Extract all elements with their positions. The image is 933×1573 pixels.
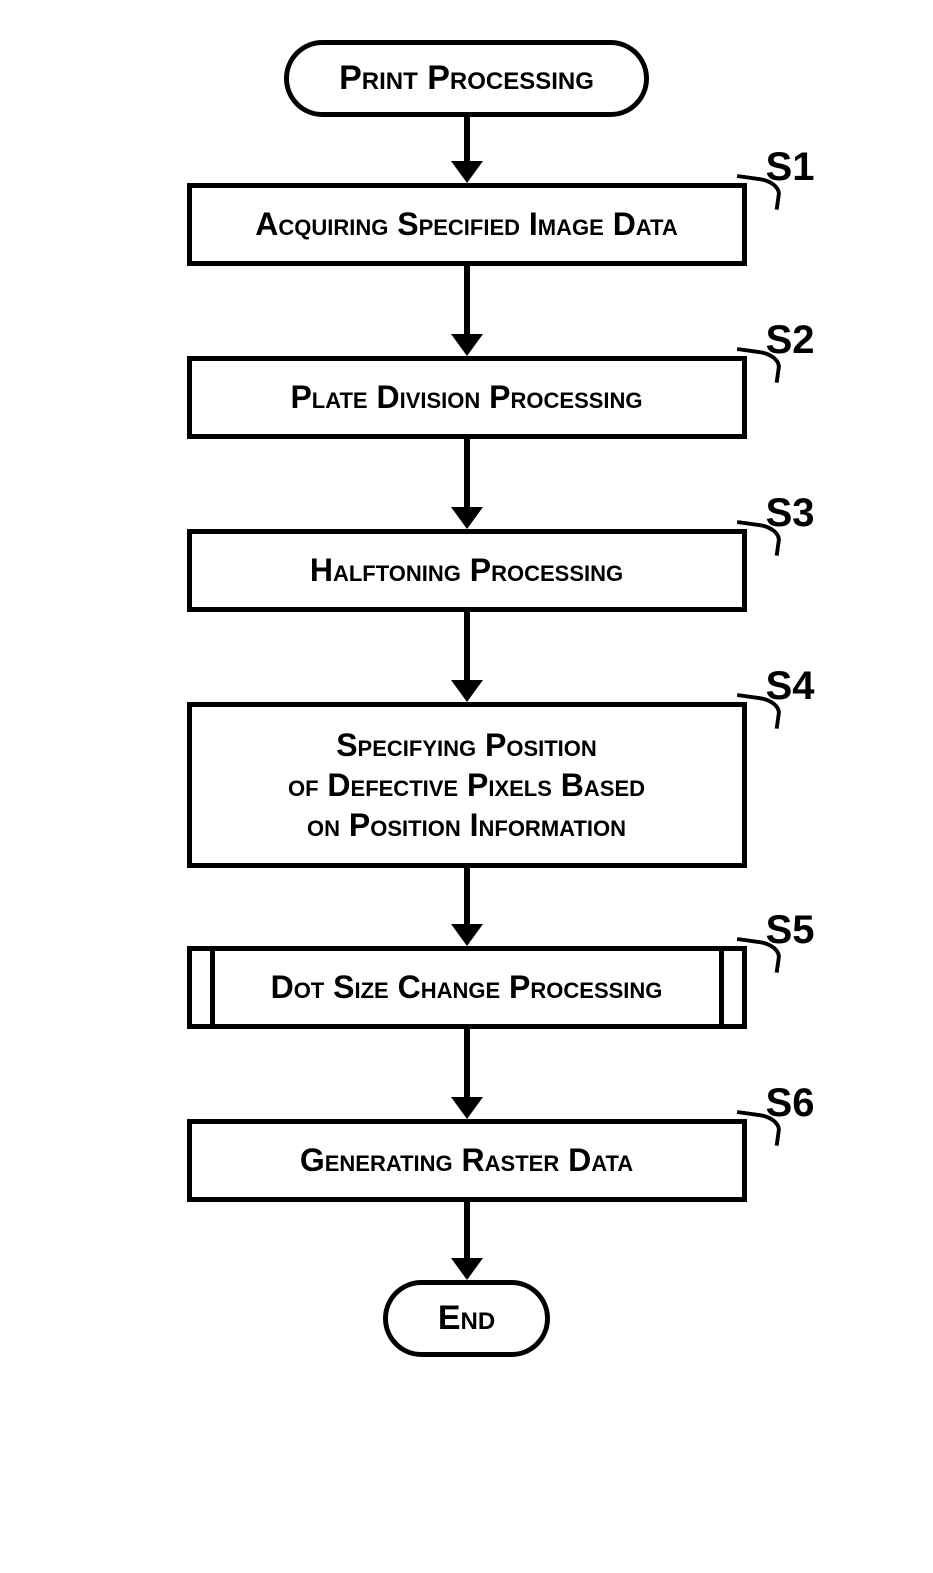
label-s5: S5 bbox=[766, 908, 815, 953]
arrow-head-icon bbox=[451, 680, 483, 702]
arrow-s2-s3 bbox=[451, 439, 483, 529]
process-s2: Plate Division Processing bbox=[187, 356, 747, 439]
step-s3: Halftoning Processing S3 bbox=[187, 529, 747, 612]
label-s4: S4 bbox=[766, 664, 815, 709]
arrow-shaft bbox=[464, 266, 470, 334]
arrow-shaft bbox=[464, 1029, 470, 1097]
arrow-head-icon bbox=[451, 1097, 483, 1119]
step-s1: Acquiring Specified Image Data S1 bbox=[187, 183, 747, 266]
arrow-s3-s4 bbox=[451, 612, 483, 702]
arrow-shaft bbox=[464, 439, 470, 507]
process-s4-text: Specifying Position of Defective Pixels … bbox=[288, 725, 645, 845]
terminal-end: End bbox=[383, 1280, 550, 1357]
label-s6: S6 bbox=[766, 1081, 815, 1126]
arrow-s5-s6 bbox=[451, 1029, 483, 1119]
process-s4: Specifying Position of Defective Pixels … bbox=[187, 702, 747, 868]
subprocess-s5: Dot Size Change Processing bbox=[187, 946, 747, 1029]
label-s2: S2 bbox=[766, 318, 815, 363]
arrow-shaft bbox=[464, 612, 470, 680]
label-s1: S1 bbox=[766, 145, 815, 190]
step-s2: Plate Division Processing S2 bbox=[187, 356, 747, 439]
arrow-head-icon bbox=[451, 507, 483, 529]
arrow-head-icon bbox=[451, 334, 483, 356]
flowchart-container: Print Processing Acquiring Specified Ima… bbox=[187, 40, 747, 1357]
arrow-shaft bbox=[464, 117, 470, 161]
step-s6: Generating Raster Data S6 bbox=[187, 1119, 747, 1202]
process-s6: Generating Raster Data bbox=[187, 1119, 747, 1202]
label-s3: S3 bbox=[766, 491, 815, 536]
terminal-start: Print Processing bbox=[284, 40, 649, 117]
step-s5: Dot Size Change Processing S5 bbox=[187, 946, 747, 1029]
arrow-head-icon bbox=[451, 1258, 483, 1280]
arrow-shaft bbox=[464, 1202, 470, 1258]
arrow-s4-s5 bbox=[451, 868, 483, 946]
arrow-s6-end bbox=[451, 1202, 483, 1280]
arrow-head-icon bbox=[451, 161, 483, 183]
step-s4: Specifying Position of Defective Pixels … bbox=[187, 702, 747, 868]
process-s1: Acquiring Specified Image Data bbox=[187, 183, 747, 266]
arrow-head-icon bbox=[451, 924, 483, 946]
process-s3: Halftoning Processing bbox=[187, 529, 747, 612]
arrow-shaft bbox=[464, 868, 470, 924]
arrow-s1-s2 bbox=[451, 266, 483, 356]
arrow-start-s1 bbox=[451, 117, 483, 183]
